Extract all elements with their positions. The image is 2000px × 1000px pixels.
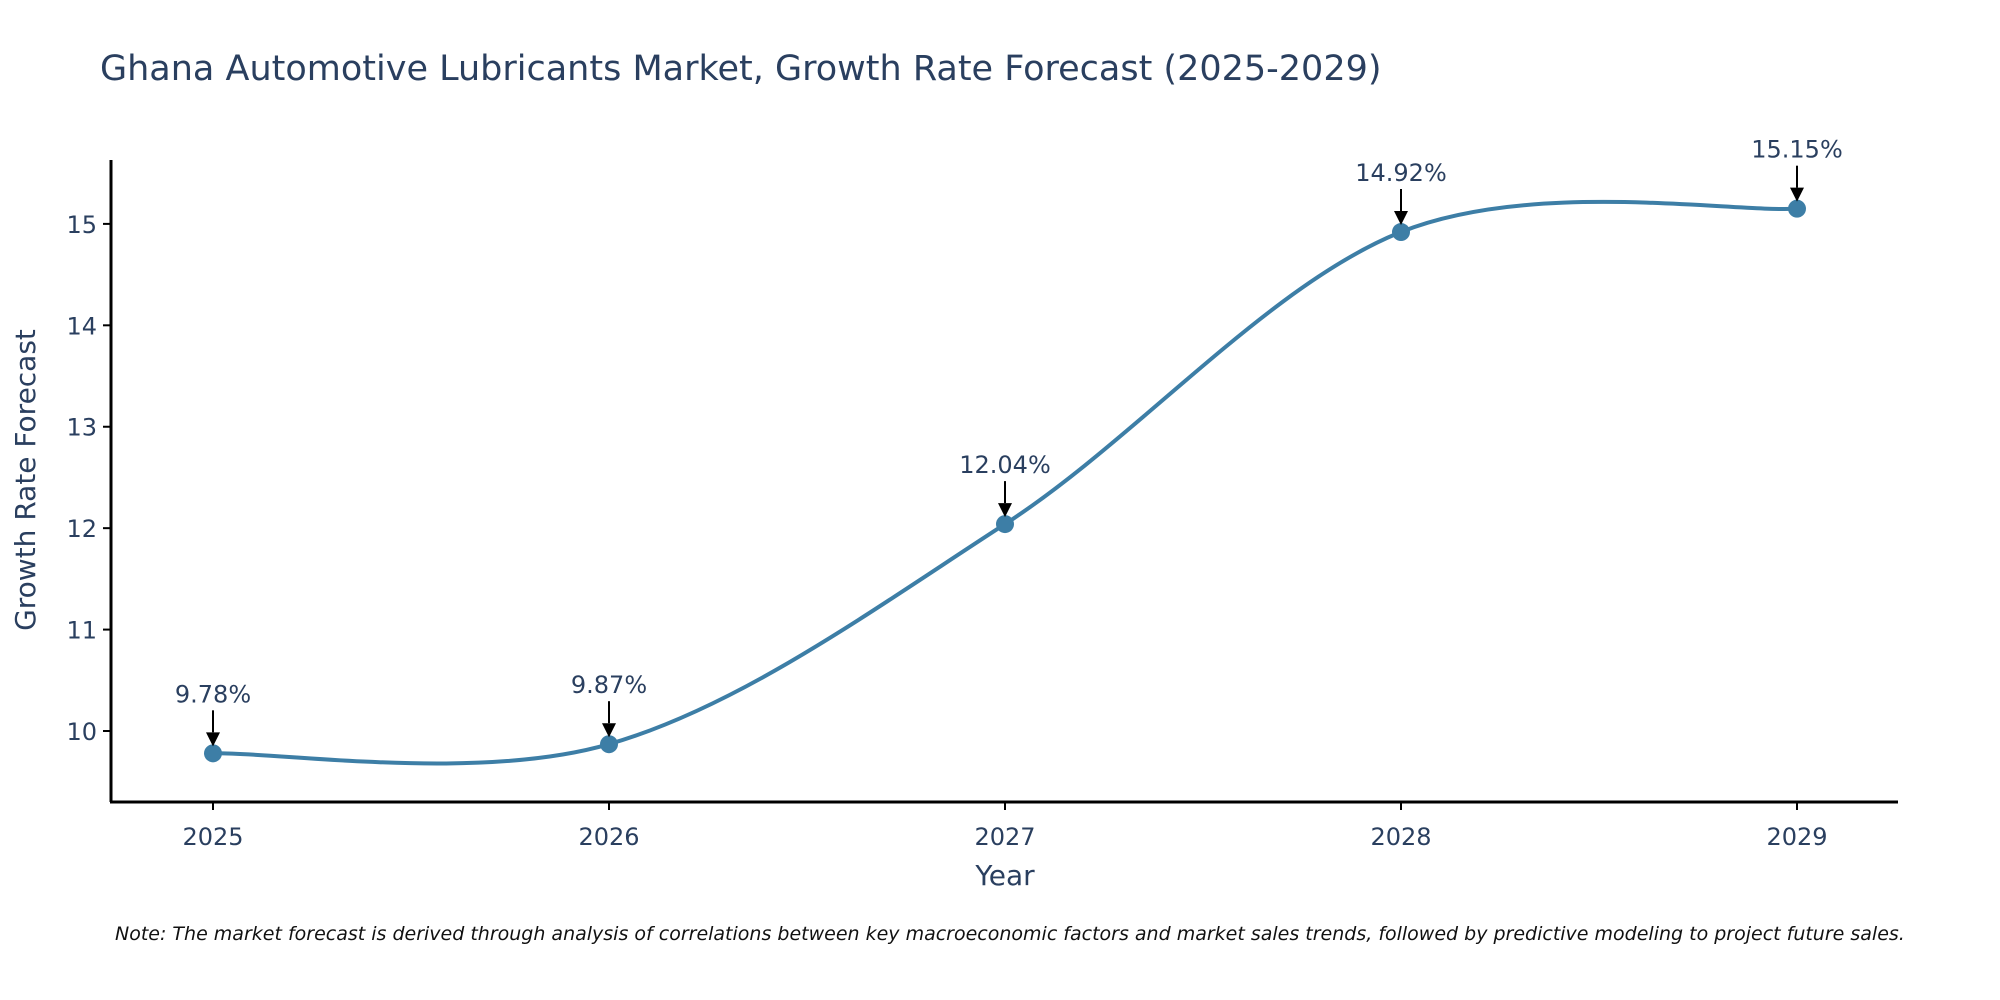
x-axis-title: Year [974, 859, 1035, 892]
data-label: 14.92% [1355, 159, 1447, 187]
x-tick-label: 2028 [1370, 823, 1431, 851]
data-label: 9.87% [571, 671, 647, 699]
y-tick-label: 15 [66, 211, 97, 239]
data-point [996, 515, 1014, 534]
data-label: 15.15% [1751, 136, 1843, 164]
x-tick-label: 2025 [182, 823, 243, 851]
data-point [1788, 199, 1806, 218]
annotation-arrow-head [998, 503, 1012, 518]
annotation-arrow-head [1394, 211, 1408, 226]
y-tick-label: 12 [66, 515, 97, 543]
data-markers [204, 199, 1806, 763]
x-tick-label: 2029 [1766, 823, 1827, 851]
y-tick-label: 13 [66, 414, 97, 442]
data-point [600, 735, 618, 754]
y-tick-label: 10 [66, 718, 97, 746]
chart-title: Ghana Automotive Lubricants Market, Grow… [100, 49, 1382, 89]
y-tick-label: 14 [66, 312, 97, 340]
data-label: 12.04% [959, 451, 1051, 479]
data-point [204, 744, 222, 763]
data-point [1392, 223, 1410, 242]
data-annotations: 9.78% 9.87% 12.04% 14.92% 15.15% [175, 136, 1843, 747]
annotation-arrow-head [602, 723, 616, 738]
annotation-arrow-head [1790, 187, 1804, 202]
data-label: 9.78% [175, 680, 251, 708]
y-ticks: 10 11 12 13 14 15 [66, 211, 111, 746]
x-tick-label: 2026 [578, 823, 639, 851]
footnote: Note: The market forecast is derived thr… [115, 923, 1905, 945]
axes [109, 160, 1898, 804]
x-tick-label: 2027 [974, 823, 1035, 851]
x-ticks: 2025 2026 2027 2028 2029 [182, 802, 1828, 851]
annotation-arrow-head [206, 732, 220, 747]
y-axis-title: Growth Rate Forecast [9, 329, 42, 631]
y-tick-label: 11 [66, 617, 97, 645]
